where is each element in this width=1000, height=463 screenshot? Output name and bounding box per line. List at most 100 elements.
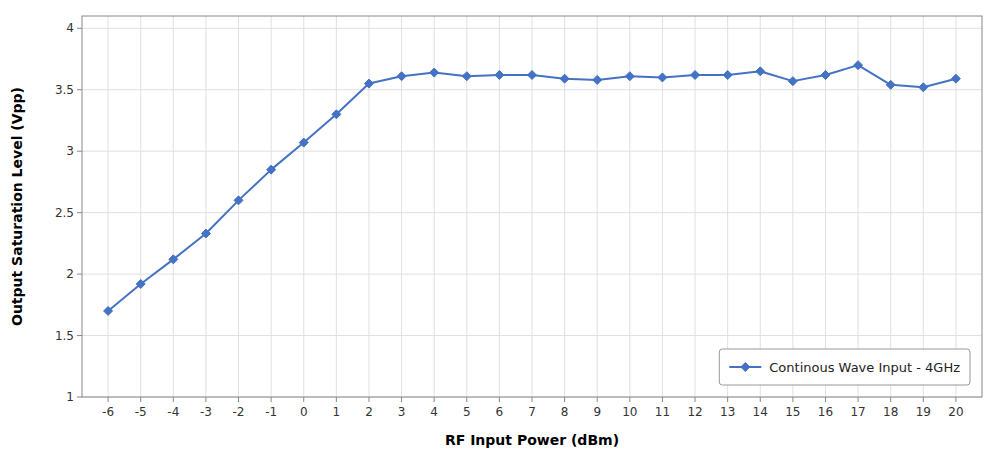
data-point (593, 75, 602, 84)
x-tick (205, 397, 206, 402)
data-point (462, 72, 471, 81)
grid-line (82, 274, 982, 275)
data-point (854, 61, 863, 70)
x-tick (890, 397, 891, 402)
series-line (108, 65, 956, 311)
legend-box (719, 349, 970, 385)
plot-frame (82, 16, 982, 397)
x-tick (532, 397, 533, 402)
y-tick-label: 2 (66, 267, 74, 281)
grid-line (82, 212, 982, 213)
x-tick (662, 397, 663, 402)
x-tick-label: 9 (593, 405, 601, 419)
x-tick (108, 397, 109, 402)
x-tick-label: 6 (496, 405, 504, 419)
x-tick-label: -5 (135, 405, 147, 419)
y-tick-label: 1.5 (55, 329, 74, 343)
grid-line (82, 28, 982, 29)
y-tick-label: 4 (66, 21, 74, 35)
x-tick-label: 1 (333, 405, 341, 419)
data-point (658, 73, 667, 82)
x-tick-label: 14 (753, 405, 768, 419)
grid-line (564, 16, 565, 397)
data-point (723, 70, 732, 79)
data-point (234, 196, 243, 205)
chart: -6-5-4-3-2-10123456789101112131415161718… (0, 0, 1000, 463)
x-tick-label: 0 (300, 405, 308, 419)
x-tick-label: 13 (720, 405, 735, 419)
x-tick (303, 397, 304, 402)
plot-data (104, 61, 961, 316)
data-point (788, 77, 797, 86)
x-tick-label: 18 (883, 405, 898, 419)
grid-line (140, 16, 141, 397)
x-tick (858, 397, 859, 402)
grid-line (955, 16, 956, 397)
x-tick-label: 16 (818, 405, 833, 419)
x-tick (434, 397, 435, 402)
x-tick-label: 7 (528, 405, 536, 419)
x-tick-label: 4 (430, 405, 438, 419)
y-tick-label: 2.5 (55, 206, 74, 220)
x-tick (368, 397, 369, 402)
data-point (201, 229, 210, 238)
grid-line (238, 16, 239, 397)
data-point (691, 70, 700, 79)
x-tick (727, 397, 728, 402)
x-tick-label: 5 (463, 405, 471, 419)
y-axis-label: Output Saturation Level (Vpp) (9, 87, 25, 326)
x-tick-label: 19 (916, 405, 931, 419)
data-point (397, 72, 406, 81)
data-point (430, 68, 439, 77)
x-tick (564, 397, 565, 402)
y-tick (77, 151, 82, 152)
x-tick-label: -2 (233, 405, 245, 419)
y-tick (77, 212, 82, 213)
data-point (299, 138, 308, 147)
data-point (560, 74, 569, 83)
data-point (495, 70, 504, 79)
x-tick (597, 397, 598, 402)
x-tick-label: 20 (948, 405, 963, 419)
x-tick (173, 397, 174, 402)
grid-line (205, 16, 206, 397)
x-tick-label: 8 (561, 405, 569, 419)
y-tick (77, 28, 82, 29)
grid-line (368, 16, 369, 397)
data-point (756, 67, 765, 76)
axes: -6-5-4-3-2-10123456789101112131415161718… (55, 21, 964, 419)
grid-line (890, 16, 891, 397)
y-tick-label: 3 (66, 144, 74, 158)
grid-line (858, 16, 859, 397)
data-point (364, 79, 373, 88)
x-tick (238, 397, 239, 402)
x-tick-label: -3 (200, 405, 212, 419)
x-tick-label: 15 (785, 405, 800, 419)
data-point (528, 70, 537, 79)
x-tick (923, 397, 924, 402)
grid-line (336, 16, 337, 397)
legend: Continous Wave Input - 4GHz (719, 349, 970, 385)
data-point (951, 74, 960, 83)
y-tick (77, 274, 82, 275)
grid-line (108, 16, 109, 397)
x-tick-label: 10 (622, 405, 637, 419)
data-point (332, 110, 341, 119)
legend-label: Continous Wave Input - 4GHz (769, 360, 960, 375)
y-tick (77, 397, 82, 398)
grid-line (923, 16, 924, 397)
x-tick (140, 397, 141, 402)
y-tick (77, 89, 82, 90)
data-point (821, 70, 830, 79)
data-point (919, 83, 928, 92)
grid-line (597, 16, 598, 397)
x-tick (760, 397, 761, 402)
y-tick-label: 3.5 (55, 83, 74, 97)
x-tick-label: 12 (687, 405, 702, 419)
x-tick (336, 397, 337, 402)
x-tick (825, 397, 826, 402)
x-tick (271, 397, 272, 402)
x-tick-label: 3 (398, 405, 406, 419)
data-point (169, 255, 178, 264)
x-tick (629, 397, 630, 402)
